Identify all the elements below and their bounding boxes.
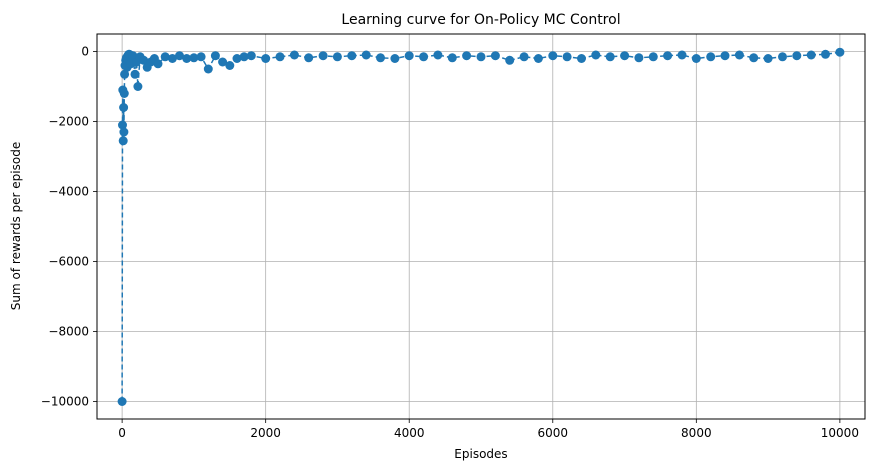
data-point: [133, 82, 143, 91]
data-point: [119, 89, 129, 98]
data-point: [577, 54, 586, 63]
data-point: [175, 51, 184, 61]
data-point: [261, 54, 271, 63]
y-tick-label: −2000: [48, 115, 89, 129]
series-line: [121, 51, 841, 402]
data-point: [239, 52, 249, 62]
data-point: [447, 53, 457, 63]
plot-frame: [96, 33, 866, 420]
data-point: [591, 50, 601, 60]
data-point: [634, 53, 644, 63]
x-tick-label: 4000: [394, 426, 425, 440]
data-point: [519, 52, 529, 62]
data-point: [720, 51, 730, 61]
x-tick-label: 0: [118, 426, 126, 440]
data-point: [691, 54, 701, 63]
data-point: [218, 57, 228, 67]
x-tick-label: 8000: [681, 426, 712, 440]
data-point: [246, 51, 256, 61]
data-point: [749, 53, 759, 63]
data-point: [505, 55, 515, 65]
data-point: [792, 51, 802, 61]
data-point: [225, 61, 235, 70]
data-point: [153, 59, 163, 69]
y-tick-label: −6000: [48, 255, 89, 269]
data-point: [139, 55, 149, 65]
data-point: [404, 51, 414, 61]
x-axis-ticks: 0 2000 4000 6000 8000 10000: [118, 419, 859, 440]
data-point: [835, 47, 845, 57]
data-point: [347, 51, 357, 61]
data-point: [821, 49, 830, 59]
x-axis-label: Episodes: [454, 447, 507, 461]
data-point: [289, 50, 299, 60]
data-point: [275, 52, 285, 62]
data-point: [210, 51, 220, 61]
data-point: [318, 51, 328, 61]
data-point: [182, 54, 192, 63]
data-point: [562, 52, 572, 62]
data-point: [332, 52, 342, 62]
data-point: [476, 52, 486, 62]
y-axis-ticks: −10000 −8000 −6000 −4000 −2000 0: [41, 45, 97, 409]
data-point: [433, 50, 443, 60]
data-point: [763, 54, 773, 63]
data-point: [419, 52, 429, 62]
chart-title: Learning curve for On-Policy MC Control: [341, 12, 620, 28]
data-point: [778, 52, 787, 62]
data-point: [548, 51, 558, 61]
data-point: [118, 120, 127, 130]
y-tick-label: −10000: [41, 395, 89, 409]
y-axis-label: Sum of rewards per episode: [9, 142, 23, 310]
data-point: [376, 53, 385, 63]
data-point: [117, 397, 127, 406]
data-point: [196, 52, 206, 62]
data-point: [130, 69, 140, 79]
data-point: [167, 54, 177, 63]
data-point: [232, 54, 242, 63]
data-point: [605, 52, 615, 62]
data-point: [806, 50, 816, 60]
data-point: [120, 69, 130, 79]
data-point: [118, 136, 128, 146]
data-point: [677, 50, 687, 60]
data-point: [160, 52, 170, 62]
grid-lines: [97, 34, 865, 419]
data-point: [119, 127, 129, 137]
data-point: [734, 50, 744, 60]
data-point: [390, 54, 400, 63]
y-tick-label: 0: [81, 45, 89, 59]
data-point: [620, 51, 630, 61]
x-tick-label: 2000: [250, 426, 281, 440]
data-point: [706, 52, 716, 62]
data-point: [490, 51, 500, 61]
x-tick-label: 6000: [538, 426, 569, 440]
data-point: [648, 52, 658, 62]
x-tick-label: 10000: [821, 426, 859, 440]
data-point: [663, 51, 673, 61]
data-series: [117, 47, 845, 406]
data-point: [203, 64, 213, 74]
y-tick-label: −8000: [48, 325, 89, 339]
data-point: [533, 54, 543, 63]
data-point: [304, 53, 314, 63]
data-point: [119, 103, 129, 112]
data-point: [189, 53, 199, 63]
y-tick-label: −4000: [48, 185, 89, 199]
data-point: [462, 51, 472, 61]
data-point: [361, 50, 371, 60]
